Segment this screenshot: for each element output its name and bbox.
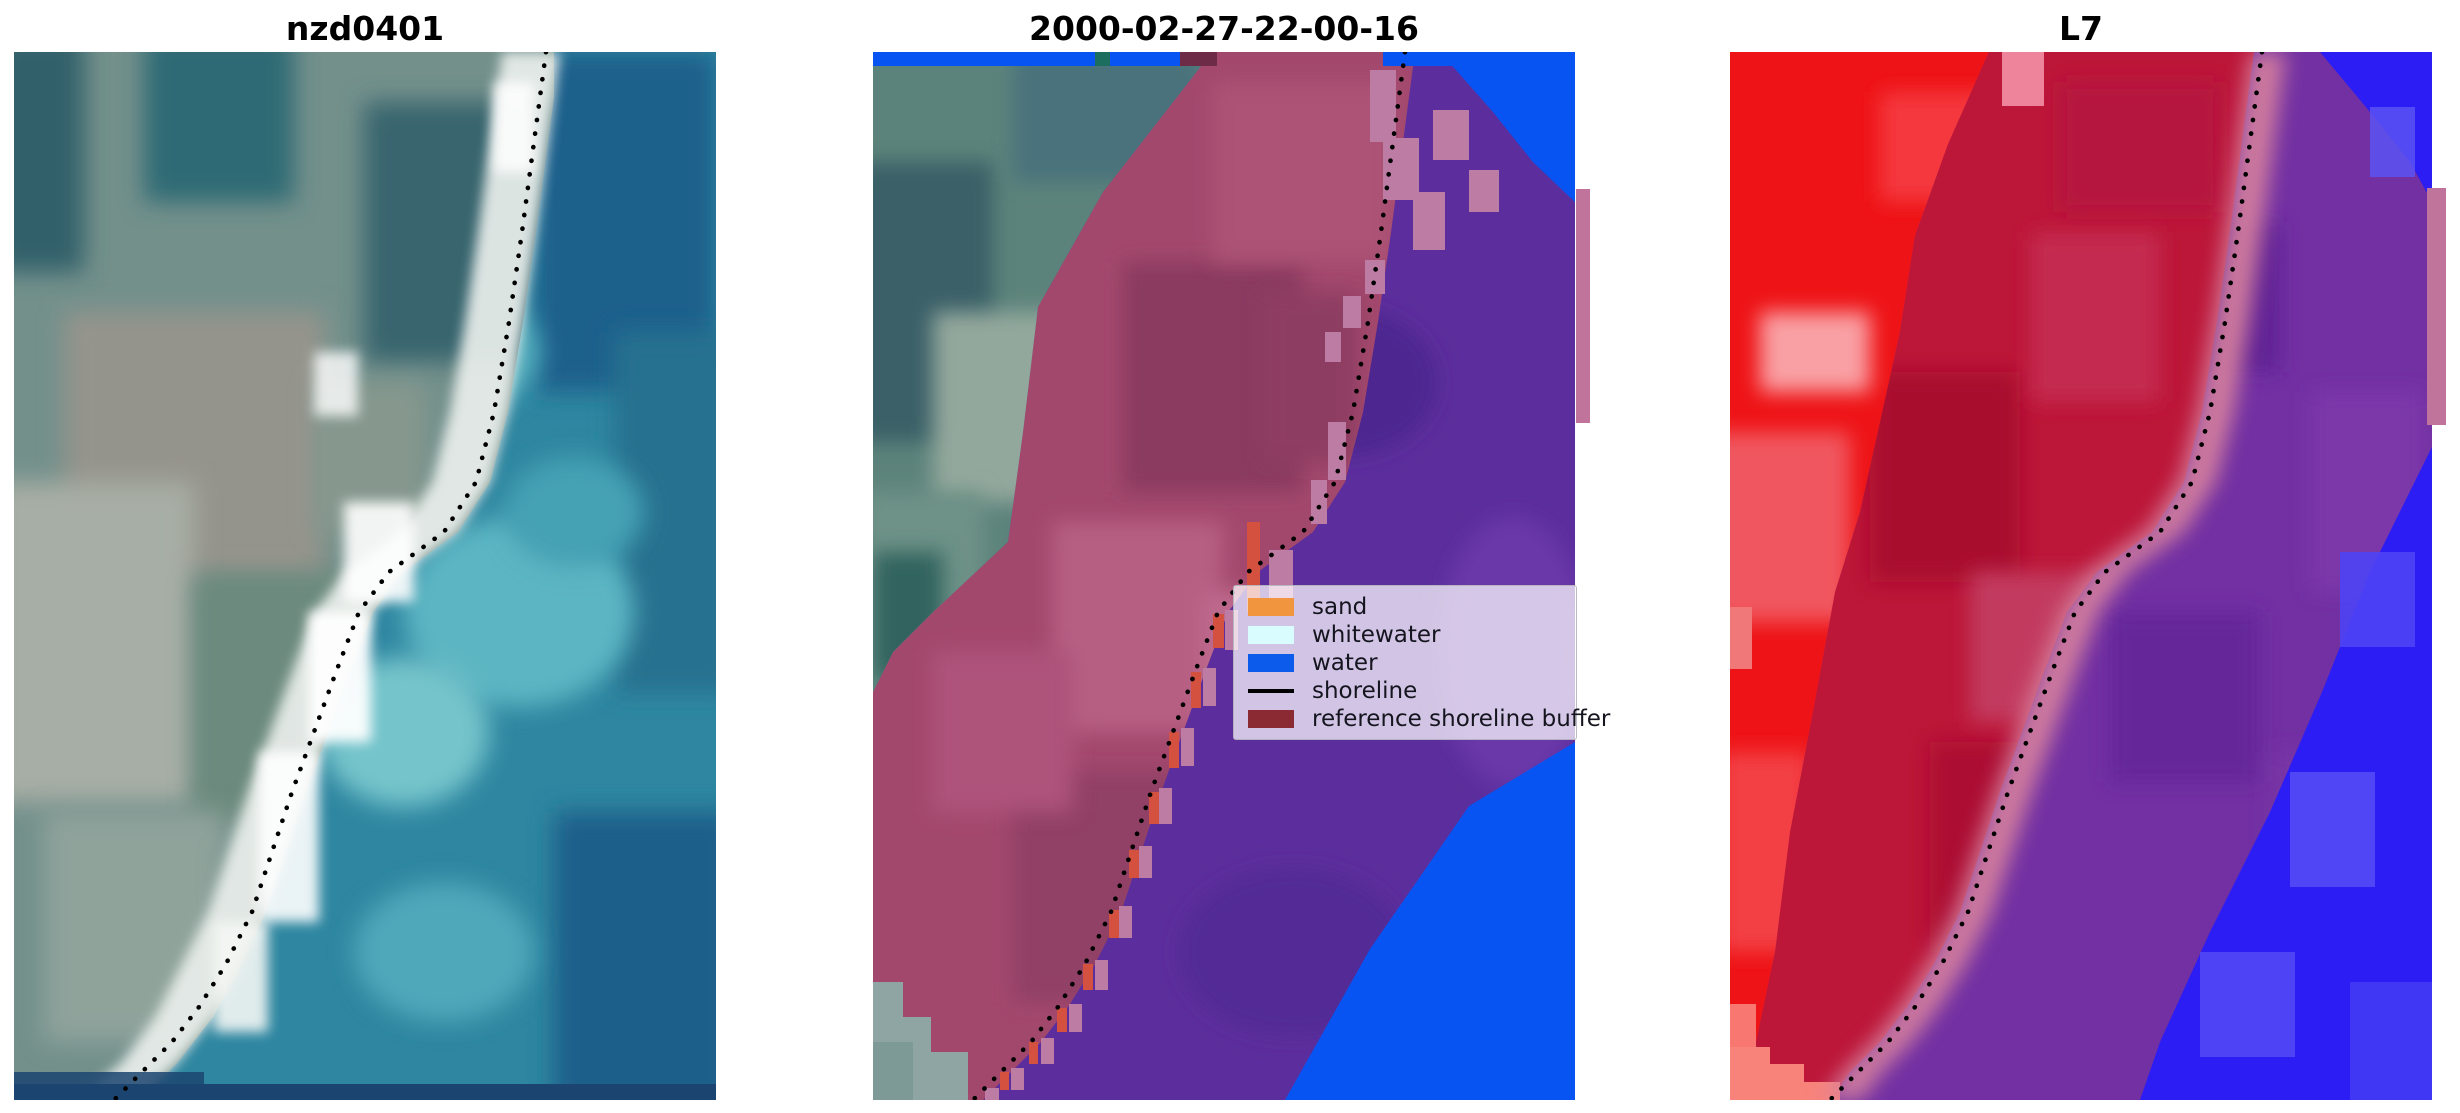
- panel-rgb-image: [14, 52, 716, 1100]
- legend-row-reference-buffer: reference shoreline buffer: [1248, 705, 1610, 733]
- nodata-buffer-strip: [1576, 189, 1590, 423]
- nodata-buffer-strip: [2427, 188, 2446, 425]
- panel-classified-image: [873, 52, 1575, 1100]
- shoreline-dotted-line: [1827, 52, 2265, 1100]
- legend-label-shoreline: shoreline: [1312, 678, 1418, 704]
- shoreline-line-icon: [1248, 689, 1294, 693]
- legend-row-shoreline: shoreline: [1248, 677, 1566, 705]
- shoreline-dotted-line: [111, 52, 549, 1100]
- whitewater-swatch-icon: [1248, 626, 1294, 644]
- panel-title-nzd0401: nzd0401: [285, 9, 445, 48]
- panel-l7-image: [1730, 52, 2432, 1100]
- legend-label-reference-buffer: reference shoreline buffer: [1312, 706, 1611, 732]
- rgb-image-art: [14, 52, 716, 1100]
- top-edge-class-strip: [873, 52, 1575, 66]
- legend-label-whitewater: whitewater: [1312, 622, 1441, 648]
- panel-title-l7: L7: [2059, 9, 2103, 48]
- shoreline-dotted-line: [970, 52, 1408, 1100]
- legend-label-sand: sand: [1312, 594, 1368, 620]
- legend-row-whitewater: whitewater: [1248, 621, 1566, 649]
- sand-swatch-icon: [1248, 598, 1294, 616]
- water-swatch-icon: [1248, 654, 1294, 672]
- class-detection-pixels: [985, 70, 1499, 1100]
- panel-title-date: 2000-02-27-22-00-16: [1029, 9, 1419, 48]
- reference-buffer-swatch-icon: [1248, 710, 1294, 728]
- l7-image-art: [1730, 52, 2432, 1100]
- legend-row-sand: sand: [1248, 593, 1566, 621]
- legend: sand whitewater water shoreline referenc…: [1233, 585, 1610, 740]
- legend-row-water: water: [1248, 649, 1566, 677]
- classified-image-art: [873, 52, 1575, 1100]
- legend-label-water: water: [1312, 650, 1378, 676]
